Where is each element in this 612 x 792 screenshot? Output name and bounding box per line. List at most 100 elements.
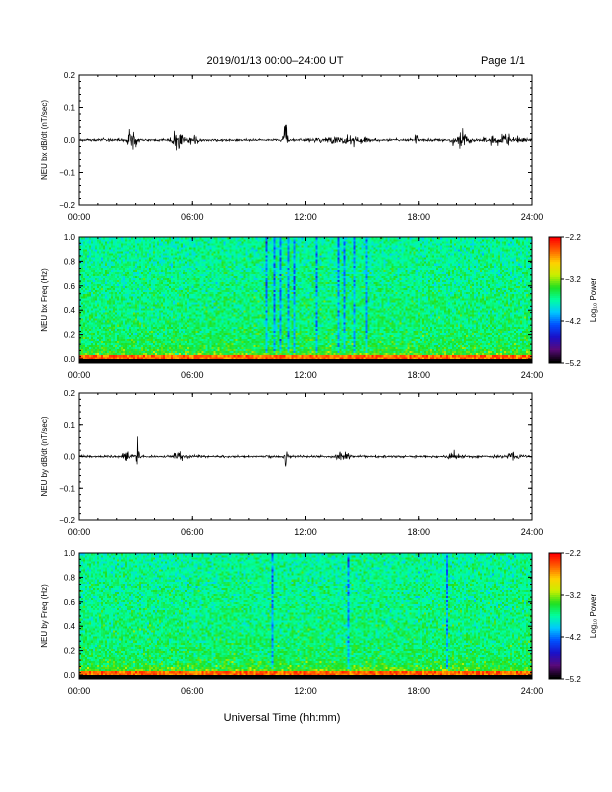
colorbar-step [549,620,561,623]
colorbar: −2.2 −3.2 −4.2 −5.2 Log₁₀ Power [548,549,598,684]
colorbar-step [549,582,561,585]
colorbar-step [549,339,561,343]
colorbar-tick-label: −3.2 [565,591,581,600]
x-tick-label: 18:00 [407,686,430,696]
colorbar-tick-label: −5.2 [565,675,581,684]
colorbar-step [549,563,561,566]
colorbar-step [549,651,561,655]
colorbar-step [549,622,561,625]
panel-by-freq: 00:00 06:00 12:00 18:00 24:00 1.0 0.8 0.6 0.4 0.2… [40,549,598,696]
y-tick-label: 0.2 [64,647,76,656]
colorbar-step [549,597,561,600]
colorbar-step [549,356,561,360]
colorbar-step [549,274,561,278]
colorbar-step [549,297,561,301]
colorbar-step [549,590,561,594]
colorbar-step [549,588,561,592]
trace-line [79,436,532,467]
y-axis-label: NEU bx Freq (Hz) [40,268,49,332]
colorbar-step [549,660,561,663]
figure-title: 2019/01/13 00:00–24:00 UT [206,55,343,67]
colorbar-step [549,674,561,678]
colorbar-step [549,255,561,259]
colorbar-tick-label: −4.2 [565,633,581,642]
colorbar-step [549,310,561,313]
x-tick-label: 24:00 [521,527,544,537]
colorbar-step [549,281,561,284]
colorbar-step [549,272,561,276]
x-tick-label: 24:00 [521,212,544,222]
colorbar-step [549,358,561,362]
colorbar-step [549,647,561,650]
x-tick-label: 12:00 [294,686,317,696]
colorbar-step [549,613,561,617]
colorbar-step [549,268,561,271]
x-tick-label: 18:00 [407,370,430,380]
y-tick-label: 0.0 [64,671,76,680]
colorbar-step [549,354,561,358]
colorbar-step [549,630,561,634]
x-tick-label: 00:00 [68,370,91,380]
colorbar-step [549,649,561,653]
colorbar-step [549,655,561,659]
colorbar-step [549,628,561,632]
colorbar-step [549,262,561,265]
colorbar-step [549,342,561,345]
colorbar-step [549,639,561,642]
y-tick-label: 1.0 [64,233,76,242]
x-tick-label: 18:00 [407,212,430,222]
x-tick-label: 00:00 [68,527,91,537]
x-tick-label: 12:00 [294,212,317,222]
colorbar-step [549,670,561,674]
colorbar-step [549,323,561,326]
colorbar-step [549,601,561,604]
colorbar-step [549,592,561,596]
colorbar-step [549,306,561,309]
colorbar-step [549,325,561,328]
colorbar-step [549,285,561,288]
colorbar-step [549,616,561,619]
y-tick-label: 0.2 [64,331,76,340]
colorbar-step [549,641,561,644]
colorbar-step [549,333,561,337]
colorbar-step [549,634,561,638]
colorbar-step [549,607,561,611]
y-tick-label: 0.4 [64,622,76,631]
y-tick-label: 0.2 [64,389,76,398]
colorbar-step [549,251,561,255]
colorbar-step [549,599,561,602]
colorbar-step [549,632,561,636]
colorbar-step [549,609,561,613]
colorbar-step [549,243,561,246]
colorbar: −2.2 −3.2 −4.2 −5.2 Log₁₀ Power [548,233,598,368]
y-axis-label: NEU bx dB/dt (nT/sec) [40,100,49,180]
colorbar-step [549,662,561,665]
y-tick-label: 1.0 [64,549,76,558]
colorbar-step [549,584,561,587]
colorbar-step [549,270,561,274]
colorbar-step [549,287,561,290]
colorbar-step [549,352,561,355]
colorbar-step [549,576,561,579]
colorbar-frame [548,552,562,680]
colorbar-step [549,565,561,569]
colorbar-step [549,658,561,661]
y-axis-label: NEU by dB/dt (nT/sec) [40,416,49,496]
colorbar-step [549,312,561,316]
colorbar-step [549,266,561,269]
colorbar-step [549,643,561,646]
colorbar-tick-label: −2.2 [565,233,581,242]
colorbar-step [549,555,561,558]
x-tick-label: 00:00 [68,686,91,696]
y-tick-label: −0.2 [59,201,75,210]
colorbar-step [549,318,561,322]
colorbar-step [549,580,561,583]
y-tick-label: 0.1 [64,421,76,430]
colorbar-step [549,289,561,292]
colorbar-step [549,578,561,581]
colorbar-step [549,624,561,627]
colorbar-step [549,276,561,280]
y-tick-label: 0.0 [64,136,76,145]
colorbar-step [549,314,561,318]
colorbar-step [549,571,561,575]
